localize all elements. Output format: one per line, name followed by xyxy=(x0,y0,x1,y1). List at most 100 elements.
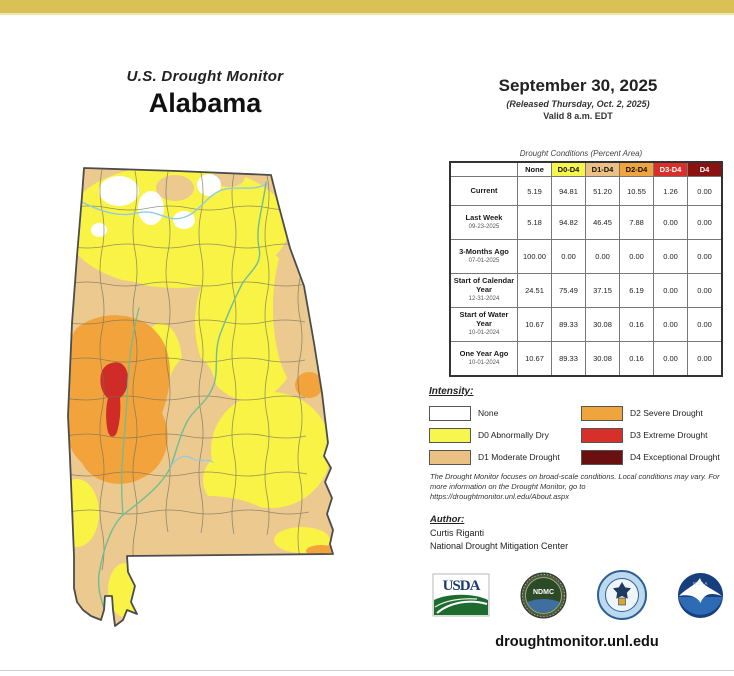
table-cell: 0.16 xyxy=(619,307,654,342)
department-of-commerce-logo xyxy=(597,570,647,620)
table-cell: 89.33 xyxy=(551,307,586,342)
table-cell: 0.00 xyxy=(687,341,723,377)
release-date: (Released Thursday, Oct. 2, 2025) xyxy=(506,99,650,109)
table-row: One Year Ago 10-01-2024 10.67 89.33 30.08… xyxy=(449,341,723,377)
row-date: 09-23-2025 xyxy=(468,224,500,230)
drought-region-none xyxy=(91,174,221,237)
legend-item-d3: D3 Extreme Drought xyxy=(581,424,725,446)
row-label: Start of Calendar Year 12-31-2024 xyxy=(449,273,518,308)
disclaimer-text: The Drought Monitor focuses on broad-sca… xyxy=(430,472,720,501)
table-cell: 6.19 xyxy=(619,273,654,308)
legend-swatch-d4 xyxy=(581,449,623,465)
legend-item-d1: D1 Moderate Drought xyxy=(429,446,581,468)
ndmc-logo: NDMC xyxy=(520,572,567,618)
table-cell: 0.00 xyxy=(653,307,688,342)
col-header-d0d4: D0-D4 xyxy=(551,161,586,177)
svg-text:USDA: USDA xyxy=(443,578,481,594)
table-cell: 94.82 xyxy=(551,205,586,240)
row-label: 3-Months Ago 07-01-2025 xyxy=(449,239,518,274)
table-cell: 94.81 xyxy=(551,176,586,206)
row-date: 10-01-2024 xyxy=(468,330,500,337)
table-cell: 0.00 xyxy=(687,307,723,342)
legend-swatch-d0 xyxy=(429,427,471,443)
table-cell: 0.00 xyxy=(653,341,688,377)
svg-text:NOAA: NOAA xyxy=(693,581,708,586)
col-header-d4: D4 xyxy=(687,161,723,177)
date-block: September 30, 2025 (Released Thursday, O… xyxy=(428,76,728,121)
black-warrior-river xyxy=(170,455,214,467)
usda-logo: USDA xyxy=(432,573,490,617)
droughtmonitor-url[interactable]: droughtmonitor.unl.edu xyxy=(495,634,659,650)
table-cell: 24.51 xyxy=(517,273,552,308)
alabama-map-svg xyxy=(67,167,334,627)
legend-swatch-d2 xyxy=(581,405,623,421)
table-cell: 0.00 xyxy=(653,205,688,240)
valid-time: Valid 8 a.m. EDT xyxy=(543,111,613,121)
author-org: National Drought Mitigation Center xyxy=(430,541,569,551)
noaa-logo: NOAA xyxy=(678,572,723,618)
tombigbee-river xyxy=(120,307,140,516)
agency-logos: USDA NDMC NOAA xyxy=(432,570,724,620)
legend-item-none: None xyxy=(429,402,581,424)
table-cell: 10.55 xyxy=(619,176,654,206)
col-header-d2d4: D2-D4 xyxy=(619,161,654,177)
table-cell: 75.49 xyxy=(551,273,586,308)
col-header-d1d4: D1-D4 xyxy=(585,161,620,177)
county-lines xyxy=(68,169,310,612)
legend-swatch-none xyxy=(429,405,471,421)
row-date: 12-31-2024 xyxy=(468,296,500,303)
table-cell: 89.33 xyxy=(551,341,586,377)
title-block: U.S. Drought Monitor Alabama xyxy=(55,68,355,119)
row-date: 10-01-2024 xyxy=(468,360,500,366)
table-cell: 37.15 xyxy=(585,273,620,308)
table-cell: 0.00 xyxy=(687,273,723,308)
legend-item-d2: D2 Severe Drought xyxy=(581,402,725,424)
legend-swatch-d3 xyxy=(581,427,623,443)
table-row: Start of Calendar Year 12-31-2024 24.51 7… xyxy=(449,273,723,308)
intensity-legend: Intensity: None D2 Severe Drought D0 Abn… xyxy=(429,386,725,468)
drought-conditions-table: None D0-D4 D1-D4 D2-D4 D3-D4 D4 Current … xyxy=(449,161,723,377)
table-cell: 46.45 xyxy=(585,205,620,240)
table-cell: 0.00 xyxy=(551,239,586,274)
legend-item-d4: D4 Exceptional Drought xyxy=(581,446,725,468)
tennessee-river xyxy=(77,183,268,220)
table-cell: 0.00 xyxy=(687,239,723,274)
row-label: Start of Water Year 10-01-2024 xyxy=(449,307,518,342)
table-cell: 0.00 xyxy=(653,273,688,308)
table-cell: 10.67 xyxy=(517,307,552,342)
table-cell: 10.67 xyxy=(517,341,552,377)
bottom-divider xyxy=(0,670,734,671)
top-gold-bar xyxy=(0,0,734,15)
table-caption: Drought Conditions (Percent Area) xyxy=(519,149,643,158)
table-cell: 51.20 xyxy=(585,176,620,206)
legend-item-d0: D0 Abnormally Dry xyxy=(429,424,581,446)
table-cell: 100.00 xyxy=(517,239,552,274)
report-title: U.S. Drought Monitor xyxy=(126,68,284,85)
table-cell: 5.19 xyxy=(517,176,552,206)
svg-text:NDMC: NDMC xyxy=(533,589,554,596)
table-cell: 0.00 xyxy=(585,239,620,274)
table-cell: 0.00 xyxy=(687,205,723,240)
map-date: September 30, 2025 xyxy=(498,76,658,95)
author-name: Curtis Riganti xyxy=(430,528,485,538)
col-header-d3d4: D3-D4 xyxy=(653,161,688,177)
drought-region-d3 xyxy=(100,362,129,437)
coosa-alabama-river xyxy=(97,181,267,615)
row-label: Last Week 09-23-2025 xyxy=(449,205,518,240)
col-header-none: None xyxy=(517,161,552,177)
legend-title: Intensity: xyxy=(429,386,474,397)
table-cell: 0.00 xyxy=(653,239,688,274)
row-date: 07-01-2025 xyxy=(468,258,500,264)
table-row: 3-Months Ago 07-01-2025 100.00 0.00 0.00 … xyxy=(449,239,723,274)
author-label: Author: xyxy=(430,514,465,525)
author-block: Author: Curtis Riganti National Drought … xyxy=(430,514,568,551)
alabama-drought-map xyxy=(57,158,344,645)
table-cell: 7.88 xyxy=(619,205,654,240)
table-cell: 5.18 xyxy=(517,205,552,240)
legend-swatch-d1 xyxy=(429,449,471,465)
table-corner-cell xyxy=(450,162,518,177)
table-cell: 0.00 xyxy=(619,239,654,274)
table-cell: 1.26 xyxy=(653,176,688,206)
table-cell: 0.16 xyxy=(619,341,654,377)
